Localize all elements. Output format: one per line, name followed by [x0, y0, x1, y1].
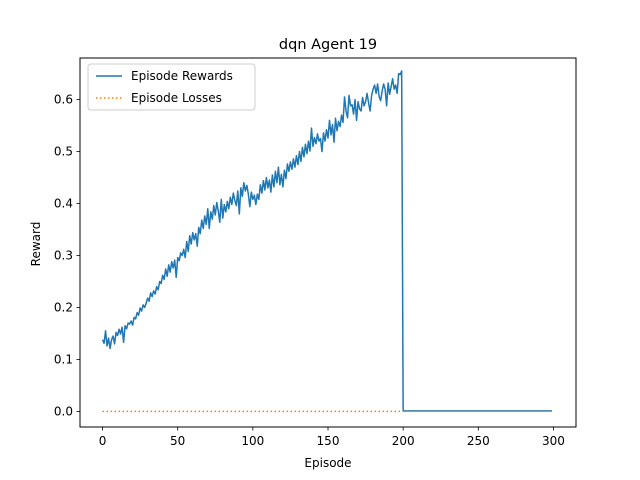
y-tick-label: 0.4 [54, 197, 73, 211]
plot-area [79, 57, 577, 428]
y-tick-label: 0.3 [54, 248, 73, 262]
x-tick-label: 0 [99, 434, 107, 448]
y-tick-label: 0.5 [54, 145, 73, 159]
legend-box [87, 63, 256, 111]
chart-title: dqn Agent 19 [279, 37, 377, 53]
x-tick-label: 100 [241, 434, 264, 448]
series-line-1 [101, 70, 552, 412]
x-tick-label: 50 [170, 434, 185, 448]
y-axis: 0.0 0.1 0.2 0.3 0.4 0.5 0.6 [54, 93, 80, 418]
legend-label-2: Episode Losses [131, 91, 222, 105]
y-tick-label: 0.1 [54, 352, 73, 366]
x-axis: 0 50 100 150 200 250 300 [99, 427, 565, 448]
x-axis-label: Episode [304, 456, 351, 470]
y-tick-label: 0.2 [54, 300, 73, 314]
legend-label-1: Episode Rewards [131, 69, 233, 83]
y-axis-label: Reward [29, 222, 43, 267]
x-tick-label: 300 [542, 434, 565, 448]
x-tick-label: 200 [392, 434, 415, 448]
x-tick-label: 150 [317, 434, 340, 448]
y-tick-label: 0.0 [54, 404, 73, 418]
plot-frame [79, 57, 577, 428]
legend: Episode Rewards Episode Losses [87, 63, 256, 111]
x-tick-label: 250 [467, 434, 490, 448]
y-tick-label: 0.6 [54, 93, 73, 107]
